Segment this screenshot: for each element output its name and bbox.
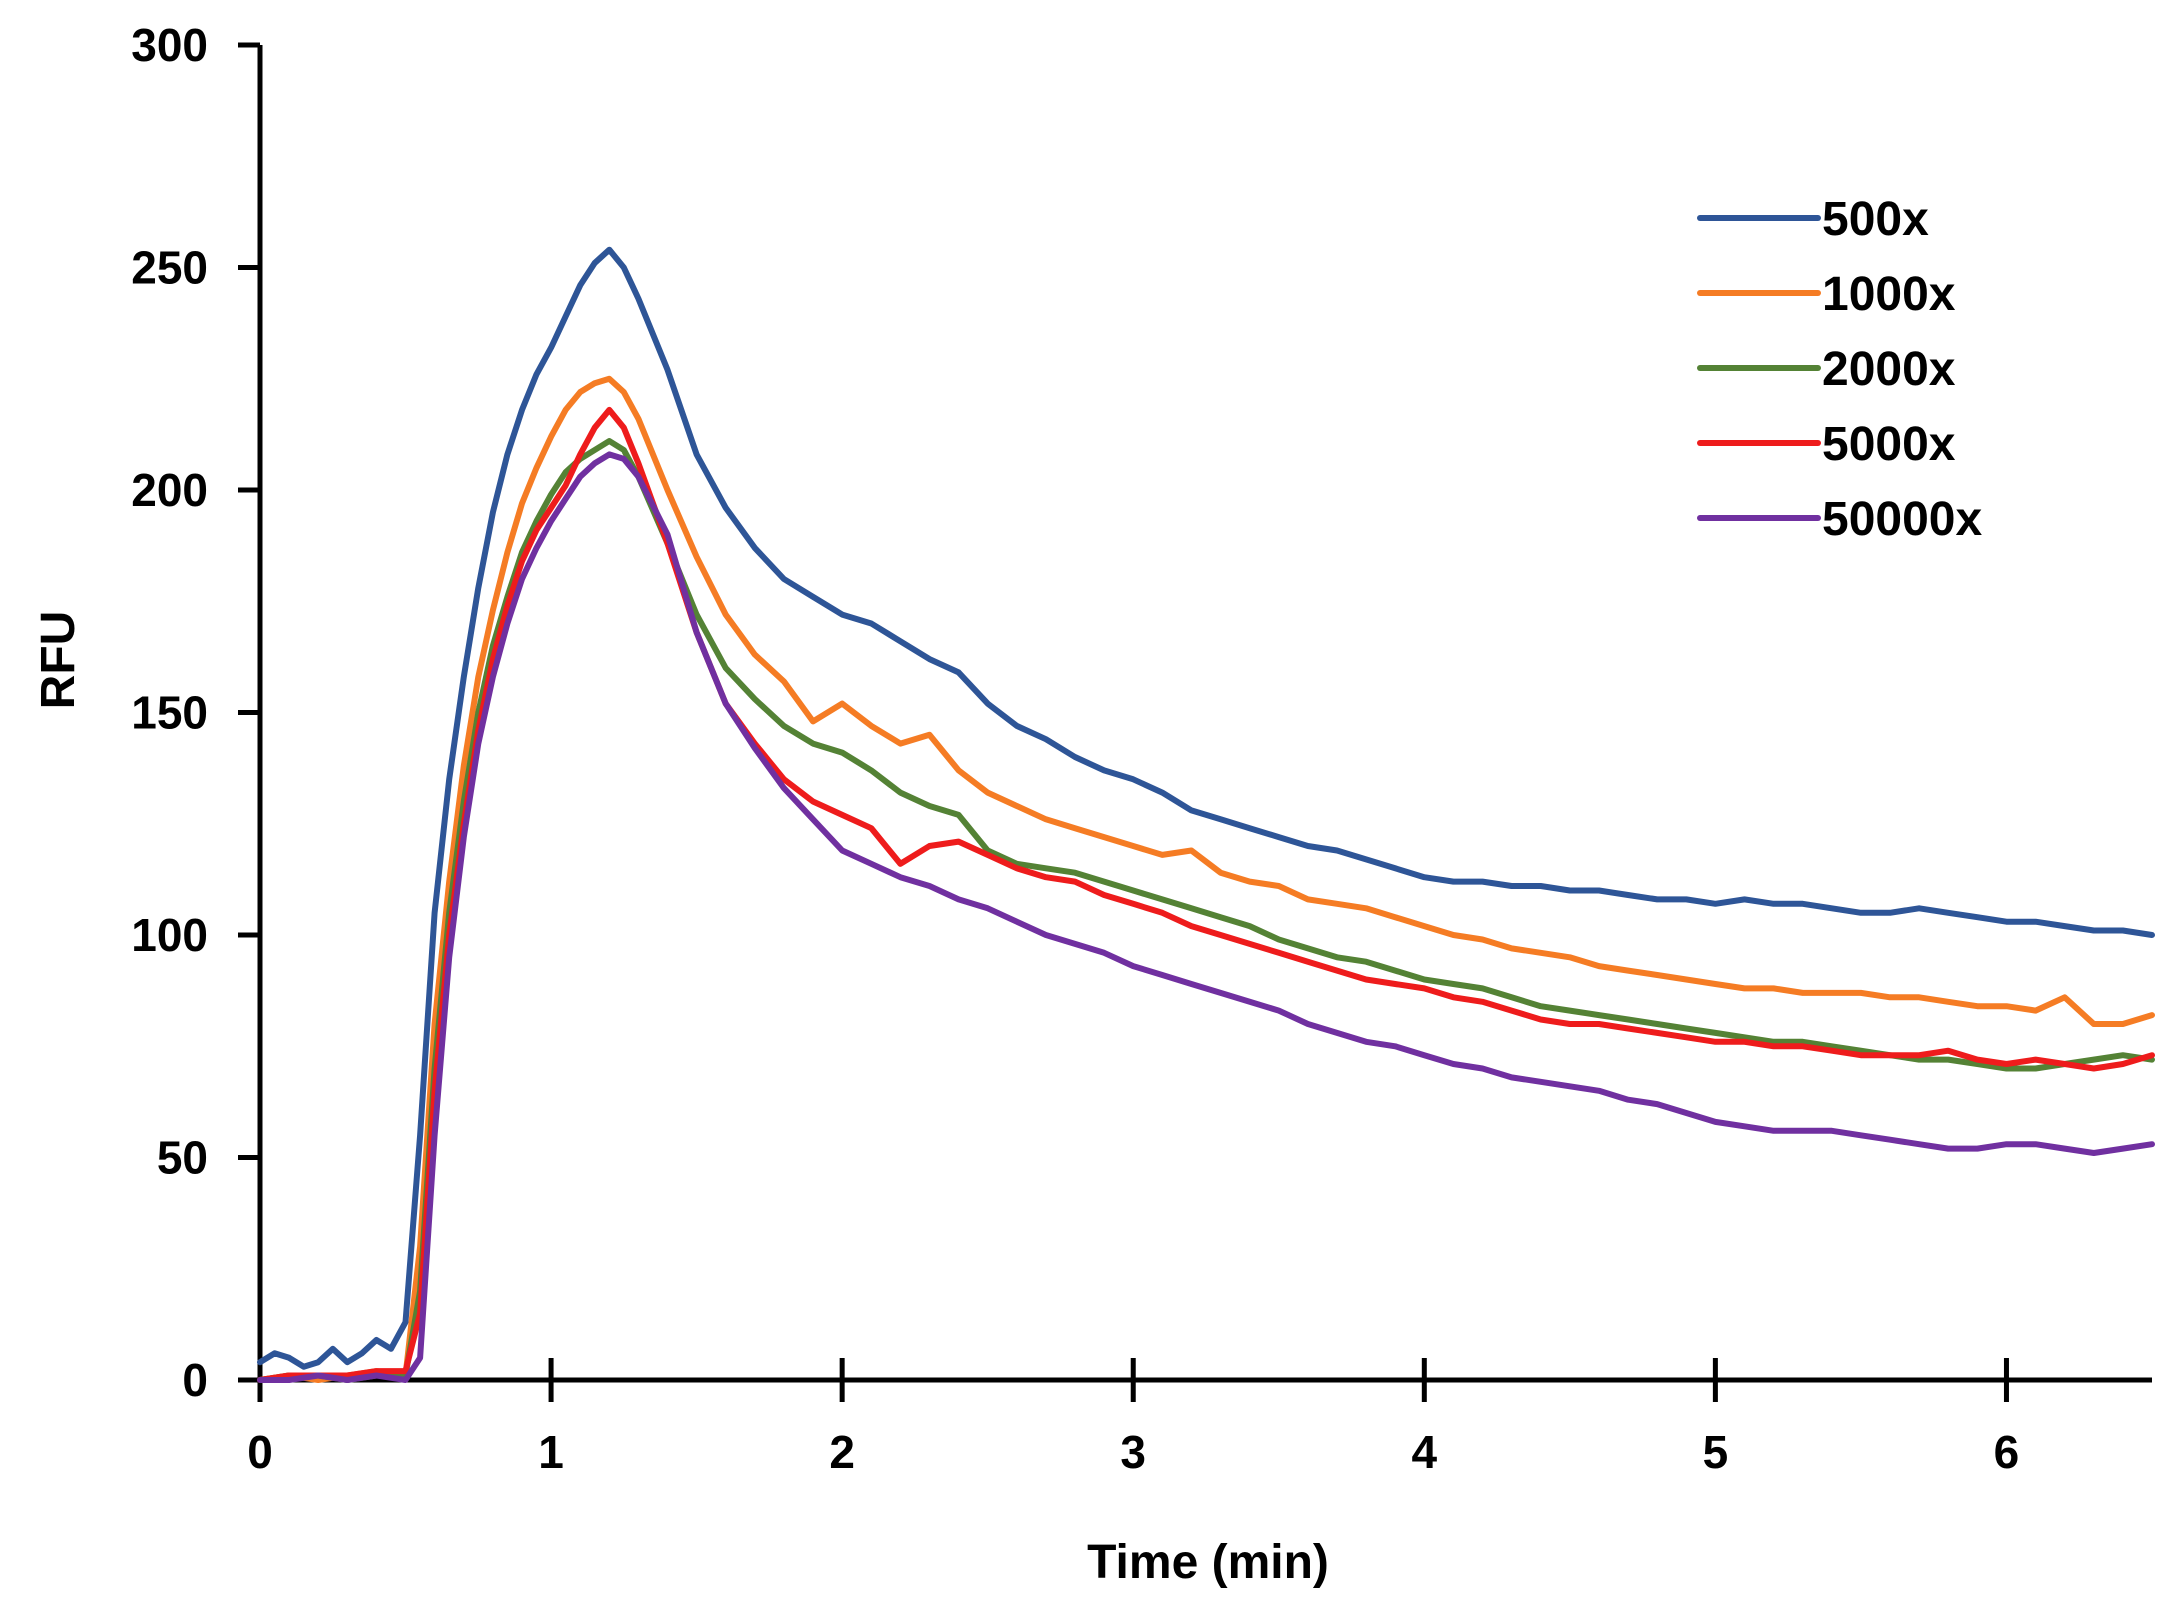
y-tick-label: 0 [182, 1354, 208, 1406]
series-line-500x [257, 246, 2155, 1370]
x-tick-label: 4 [1412, 1426, 1438, 1478]
y-axis-title: RFU [32, 611, 85, 710]
legend-label-2000x: 2000x [1822, 343, 1956, 396]
legend-label-1000x: 1000x [1822, 268, 1956, 321]
y-tick-label: 250 [131, 242, 208, 294]
legend-label-50000x: 50000x [1822, 493, 1982, 546]
y-tick-label: 150 [131, 687, 208, 739]
x-tick-label: 5 [1703, 1426, 1729, 1478]
x-tick-label: 3 [1120, 1426, 1146, 1478]
y-tick-label: 100 [131, 909, 208, 961]
x-tick-label: 1 [538, 1426, 564, 1478]
series-line-1000x [257, 375, 2155, 1383]
x-tick-label: 0 [247, 1426, 273, 1478]
y-tick-label: 200 [131, 464, 208, 516]
y-tick-label: 50 [157, 1132, 208, 1184]
x-ticks-group: 0 1 2 3 4 5 6 [247, 1358, 2019, 1478]
legend-label-500x: 500x [1822, 193, 1929, 246]
series-line-50000x [257, 451, 2155, 1383]
series-line-5000x [257, 406, 2155, 1383]
x-tick-label: 2 [829, 1426, 855, 1478]
series-lines-group [257, 246, 2155, 1383]
x-tick-label: 6 [1994, 1426, 2020, 1478]
legend: 500x 1000x 2000x 5000x 50000x [1697, 193, 1982, 546]
x-axis-title: Time (min) [1087, 1536, 1329, 1589]
y-tick-label: 300 [131, 19, 208, 71]
y-ticks-group: 0 50 100 150 200 250 300 [131, 19, 260, 1406]
legend-label-5000x: 5000x [1822, 418, 1956, 471]
